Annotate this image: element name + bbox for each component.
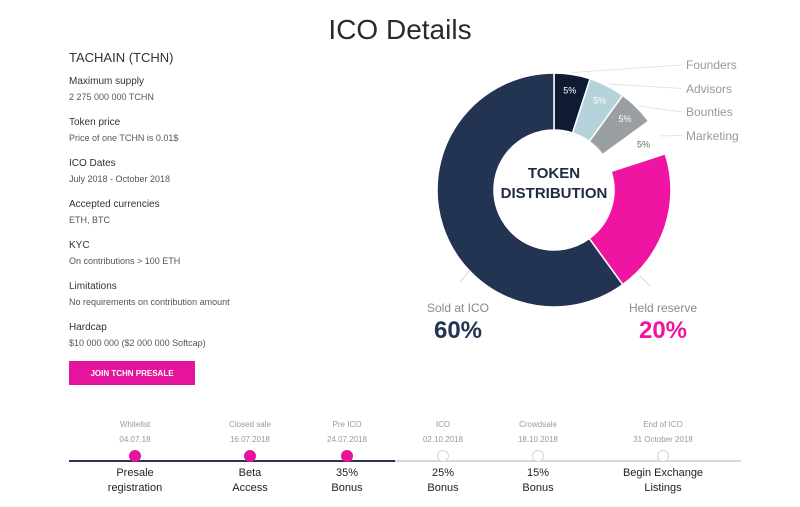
detail-label: Maximum supply	[69, 76, 145, 87]
step-title-line-1: 35%	[335, 467, 359, 479]
callout-sold-at-ico: Sold at ICO 60%	[388, 301, 528, 345]
callout-caption: Held reserve	[628, 301, 698, 315]
step-name: Whitelist	[119, 420, 151, 429]
step-marker-pending	[657, 450, 669, 462]
step-marker-done	[341, 450, 353, 462]
detail-ico-dates: ICO Dates July 2018 - October 2018	[69, 157, 399, 185]
step-marker-done	[244, 450, 256, 462]
step-marker-done	[129, 450, 141, 462]
detail-value: 2 275 000 000 TCHN	[69, 92, 154, 102]
step-title-line-2: Bonus	[427, 482, 459, 494]
ico-timeline: Whitelist 04.07.18 Presale registration …	[0, 412, 800, 507]
step-title-line-1: Presale	[116, 467, 154, 479]
detail-label: Hardcap	[69, 322, 107, 333]
detail-label: Limitations	[69, 281, 117, 292]
detail-token-price: Token price Price of one TCHN is 0.01$	[69, 116, 399, 144]
detail-kyc: KYC On contributions > 100 ETH	[69, 239, 399, 267]
detail-accepted-currencies: Accepted currencies ETH, BTC	[69, 198, 399, 226]
step-name: Pre ICO	[332, 420, 362, 429]
detail-value: July 2018 - October 2018	[69, 174, 171, 184]
chart-legend: Founders Advisors Bounties Marketing	[686, 58, 739, 152]
step-title: 35% Bonus	[287, 466, 407, 496]
center-title-line-2: DISTRIBUTION	[501, 185, 608, 202]
detail-maximum-supply: Maximum supply 2 275 000 000 TCHN	[69, 75, 399, 103]
step-title-line-2: Bonus	[331, 482, 363, 494]
step-name: ICO	[435, 420, 451, 429]
slice-label-advisors: 5%	[593, 95, 606, 105]
legend-item-bounties: Bounties	[686, 105, 733, 119]
step-title: Beta Access	[190, 466, 310, 496]
step-date: 16.07.2018	[229, 435, 271, 444]
callout-leader-sold	[459, 269, 471, 283]
callout-value: 60%	[433, 317, 483, 344]
step-marker-pending	[437, 450, 449, 462]
legend-item-marketing: Marketing	[686, 128, 739, 143]
token-name: TACHAIN (TCHN)	[69, 50, 174, 65]
step-name: Closed sale	[229, 420, 271, 429]
slice-label-marketing: 5%	[637, 139, 650, 149]
slice-label-founders: 5%	[563, 86, 576, 96]
legend-leader-line	[638, 105, 683, 113]
step-title: 25% Bonus	[383, 466, 503, 496]
step-title-line-2: registration	[107, 482, 163, 494]
callout-leader-reserve	[639, 275, 651, 287]
join-presale-button[interactable]: JOIN TCHN PRESALE	[69, 361, 195, 385]
step-title-line-1: Beta	[238, 467, 262, 479]
timeline-step-ico: ICO 02.10.2018 25% Bonus	[383, 412, 503, 496]
step-date: 04.07.18	[119, 435, 151, 444]
callout-value: 20%	[638, 317, 688, 344]
legend-item-founders: Founders	[686, 58, 737, 72]
ico-details-panel: TACHAIN (TCHN) Maximum supply 2 275 000 …	[69, 50, 399, 362]
step-title: 15% Bonus	[478, 466, 598, 496]
step-marker-pending	[532, 450, 544, 462]
timeline-step-end-of-ico: End of ICO 31 October 2018 Begin Exchang…	[603, 412, 723, 496]
step-title: Begin Exchange Listings	[603, 466, 723, 496]
step-title-line-1: Begin Exchange	[622, 467, 704, 479]
slice-label-bounties: 5%	[619, 114, 632, 124]
legend-leader-line	[572, 64, 683, 73]
step-name: Crowdsale	[519, 420, 557, 429]
callout-held-reserve: Held reserve 20%	[593, 301, 733, 345]
legend-leader-line	[608, 83, 683, 89]
donut-hole	[494, 130, 614, 250]
step-date: 31 October 2018	[633, 435, 693, 444]
page-title: ICO Details	[328, 14, 472, 45]
detail-label: Accepted currencies	[69, 199, 160, 210]
detail-value: ETH, BTC	[69, 215, 111, 225]
timeline-step-crowdsale: Crowdsale 18.10.2018 15% Bonus	[478, 412, 598, 496]
step-title: Presale registration	[75, 466, 195, 496]
legend-item-advisors: Advisors	[686, 81, 733, 96]
detail-value: No requirements on contribution amount	[69, 297, 230, 307]
detail-label: Token price	[69, 117, 121, 128]
detail-hardcap: Hardcap $10 000 000 ($2 000 000 Softcap)	[69, 321, 399, 349]
timeline-step-closed-sale: Closed sale 16.07.2018 Beta Access	[190, 412, 310, 496]
detail-limitations: Limitations No requirements on contribut…	[69, 280, 399, 308]
timeline-progress-line	[69, 460, 395, 462]
step-date: 24.07.2018	[326, 435, 368, 444]
detail-value: $10 000 000 ($2 000 000 Softcap)	[69, 338, 206, 348]
step-date: 02.10.2018	[422, 435, 464, 444]
step-title-line-1: 15%	[526, 467, 550, 479]
step-title-line-2: Access	[232, 482, 268, 494]
step-title-line-1: 25%	[431, 467, 455, 479]
timeline-step-pre-ico: Pre ICO 24.07.2018 35% Bonus	[287, 412, 407, 496]
token-distribution-donut-chart: TOKEN DISTRIBUTION 5% 5% 5% 5%	[436, 64, 683, 308]
timeline-step-whitelist: Whitelist 04.07.18 Presale registration	[75, 412, 195, 496]
step-title-line-2: Bonus	[522, 482, 554, 494]
center-title-line-1: TOKEN	[528, 165, 580, 182]
callout-caption: Sold at ICO	[426, 301, 490, 315]
step-date: 18.10.2018	[517, 435, 559, 444]
step-name: End of ICO	[643, 420, 683, 429]
detail-label: KYC	[69, 240, 90, 251]
detail-value: Price of one TCHN is 0.01$	[69, 133, 179, 143]
timeline-remaining-line	[395, 460, 741, 462]
detail-label: ICO Dates	[69, 158, 116, 169]
detail-value: On contributions > 100 ETH	[69, 256, 181, 266]
step-title-line-2: Listings	[644, 482, 682, 494]
